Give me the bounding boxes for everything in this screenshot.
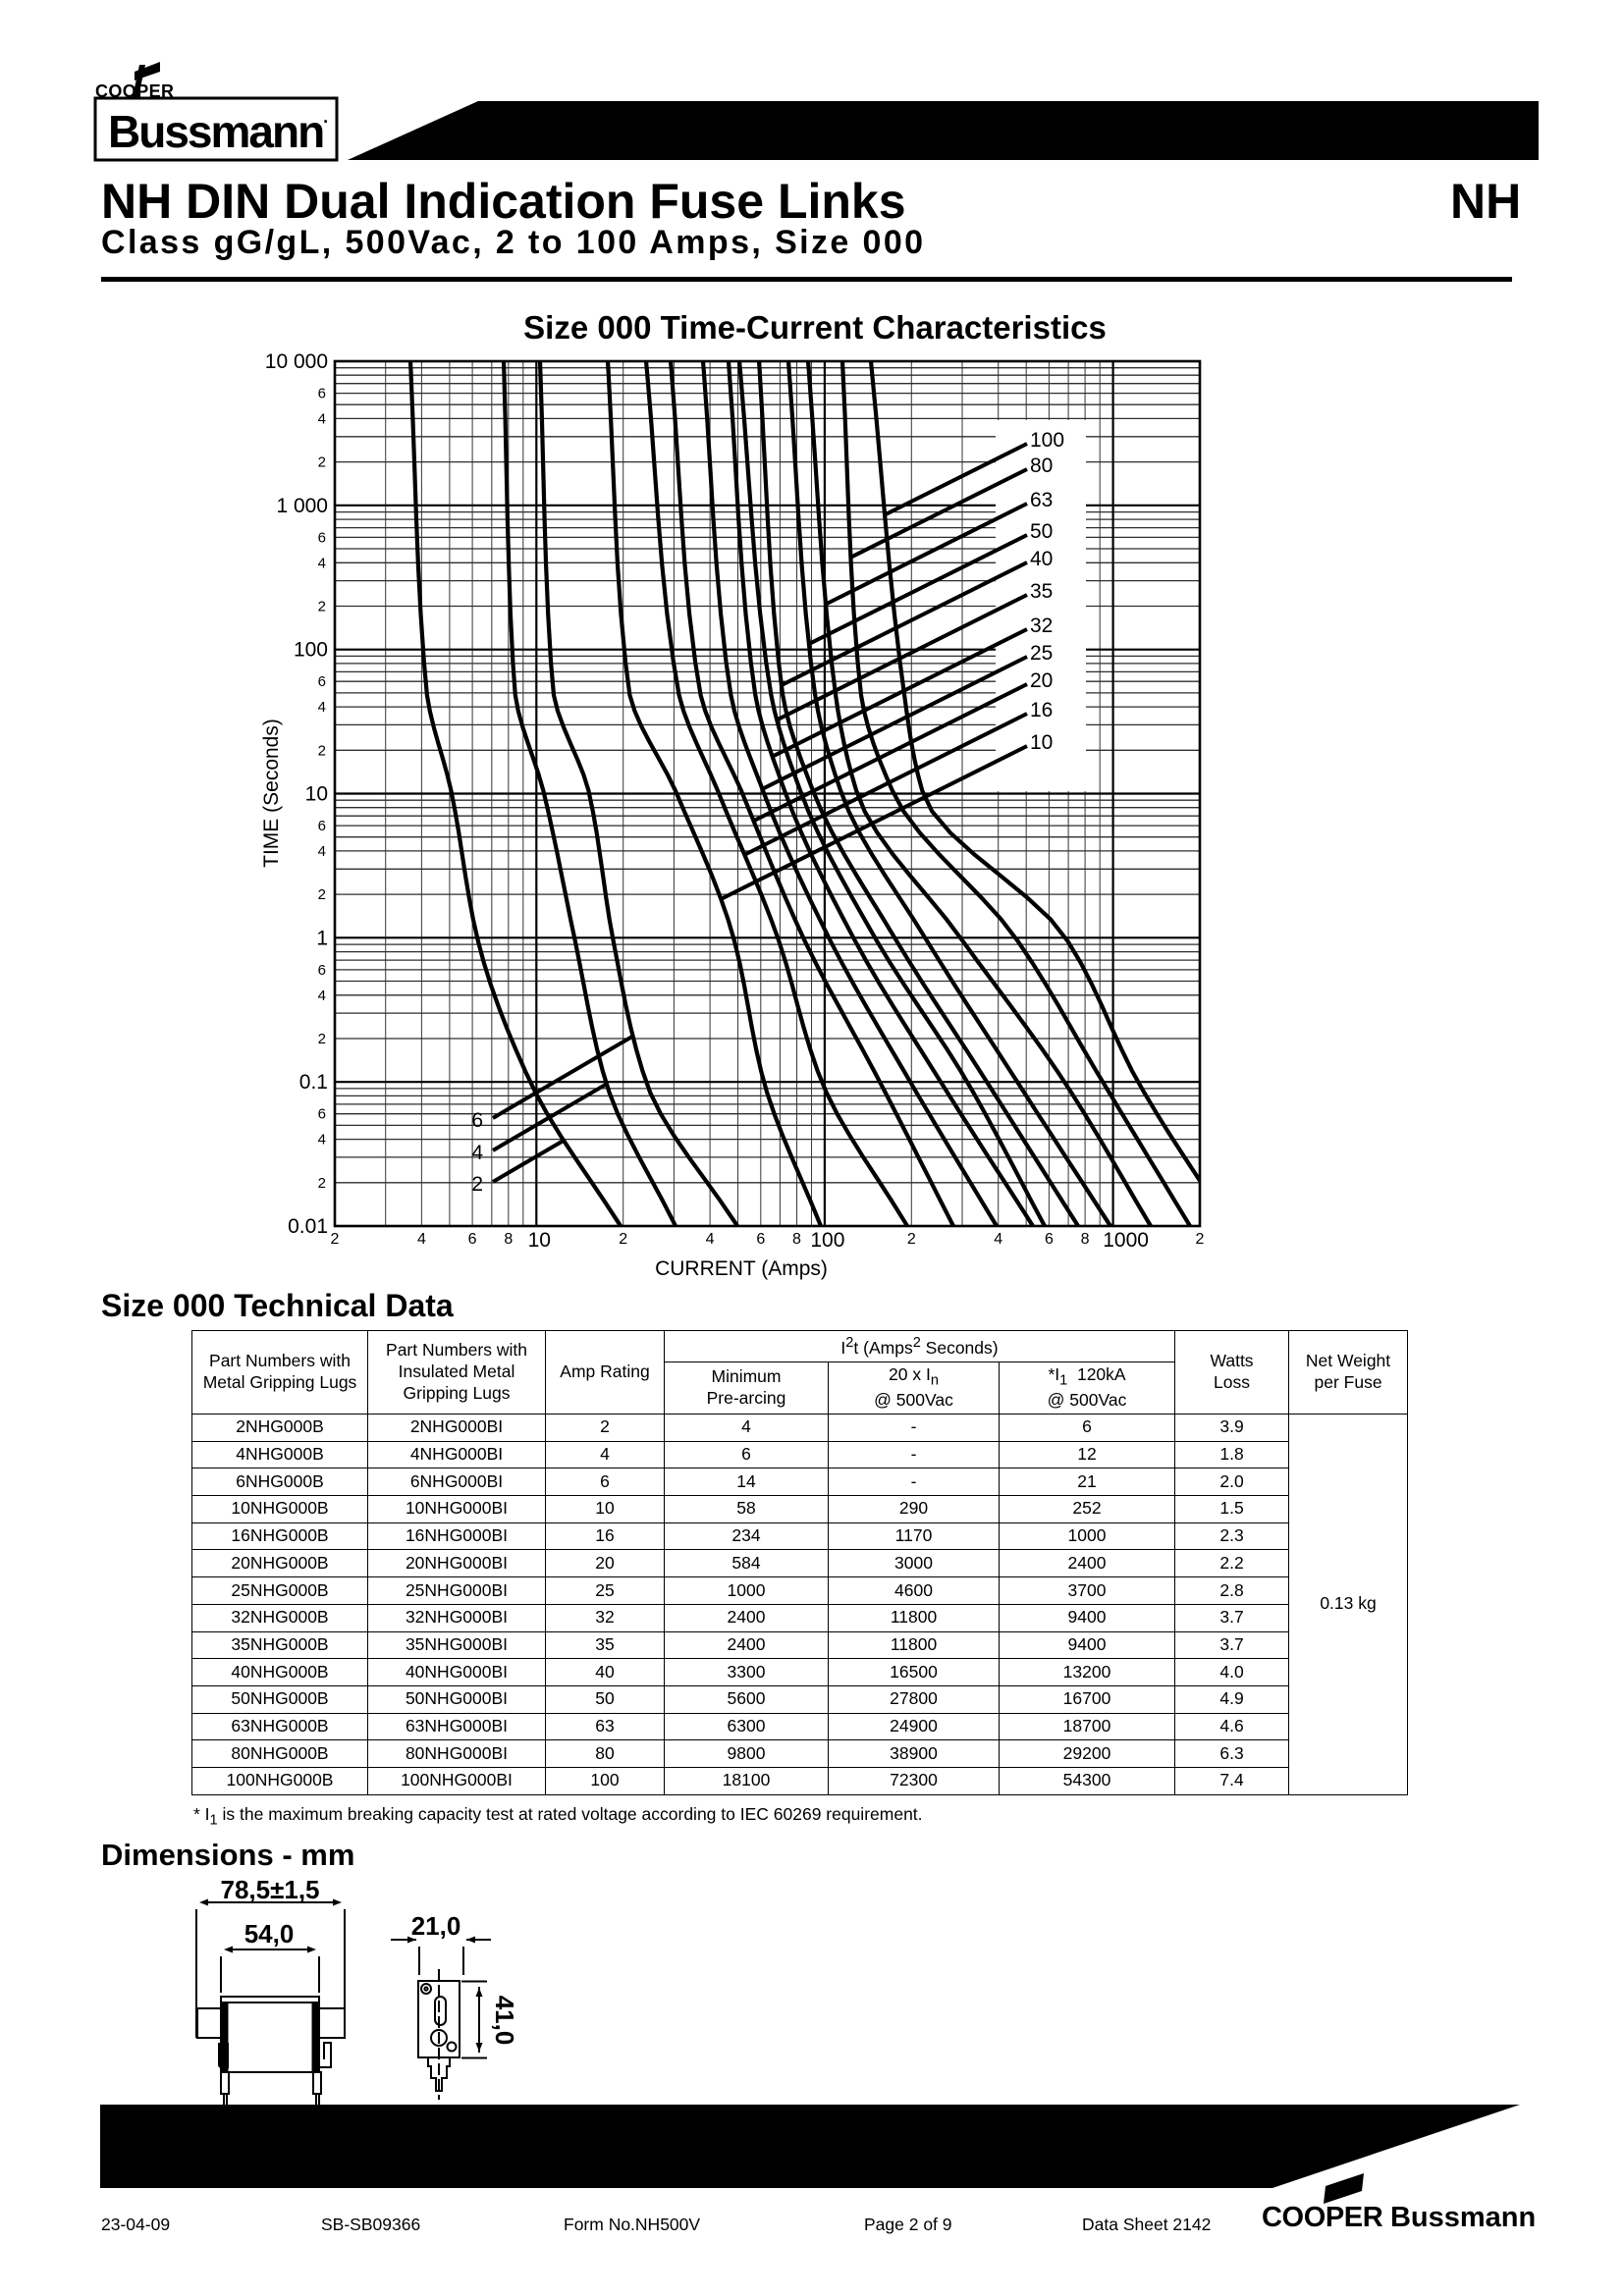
svg-text:0.01: 0.01 xyxy=(288,1215,328,1238)
svg-text:TIME (Seconds): TIME (Seconds) xyxy=(260,719,283,868)
svg-text:4: 4 xyxy=(318,410,326,427)
svg-text:4: 4 xyxy=(706,1231,715,1248)
svg-text:4: 4 xyxy=(318,555,326,571)
svg-text:6: 6 xyxy=(756,1231,765,1248)
svg-text:6: 6 xyxy=(1045,1231,1054,1248)
svg-text:78,5±1,5: 78,5±1,5 xyxy=(220,1875,319,1904)
svg-text:1 000: 1 000 xyxy=(276,495,328,517)
svg-text:100: 100 xyxy=(1030,429,1064,452)
svg-text:4: 4 xyxy=(318,988,326,1004)
svg-text:2: 2 xyxy=(318,1031,326,1047)
svg-text:20: 20 xyxy=(1030,669,1053,692)
svg-text:1: 1 xyxy=(316,927,328,949)
svg-text:8: 8 xyxy=(1081,1231,1090,1248)
svg-text:6: 6 xyxy=(318,673,326,690)
svg-text:100: 100 xyxy=(294,639,328,662)
svg-text:6: 6 xyxy=(318,386,326,402)
svg-text:8: 8 xyxy=(504,1231,513,1248)
svg-text:35: 35 xyxy=(1030,580,1053,603)
svg-text:25: 25 xyxy=(1030,642,1053,665)
svg-text:4: 4 xyxy=(318,843,326,860)
svg-text:8: 8 xyxy=(792,1231,801,1248)
svg-text:0.1: 0.1 xyxy=(299,1071,328,1094)
svg-text:2: 2 xyxy=(318,454,326,471)
svg-text:16: 16 xyxy=(1030,699,1053,721)
svg-text:4: 4 xyxy=(471,1142,483,1164)
svg-text:10: 10 xyxy=(1030,731,1053,754)
svg-text:6: 6 xyxy=(318,1106,326,1123)
svg-text:10 000: 10 000 xyxy=(265,350,328,373)
svg-text:4: 4 xyxy=(417,1231,426,1248)
svg-text:6: 6 xyxy=(468,1231,477,1248)
svg-text:6: 6 xyxy=(318,962,326,979)
svg-text:100: 100 xyxy=(810,1229,844,1252)
svg-text:2: 2 xyxy=(318,742,326,759)
svg-text:CURRENT (Amps): CURRENT (Amps) xyxy=(655,1257,828,1280)
svg-text:2: 2 xyxy=(1196,1231,1205,1248)
svg-text:10: 10 xyxy=(305,783,328,806)
svg-text:2: 2 xyxy=(318,1175,326,1192)
svg-text:2: 2 xyxy=(907,1231,916,1248)
svg-text:6: 6 xyxy=(318,529,326,546)
svg-text:4: 4 xyxy=(318,699,326,716)
svg-text:40: 40 xyxy=(1030,548,1053,570)
svg-text:63: 63 xyxy=(1030,489,1053,511)
svg-text:32: 32 xyxy=(1030,614,1053,637)
svg-text:2: 2 xyxy=(318,886,326,903)
svg-text:6: 6 xyxy=(318,818,326,834)
svg-text:Size 000 Time-Current Characte: Size 000 Time-Current Characteristics xyxy=(523,309,1107,346)
svg-text:54,0: 54,0 xyxy=(244,1919,295,1949)
svg-text:2: 2 xyxy=(318,599,326,615)
svg-text:4: 4 xyxy=(994,1231,1002,1248)
svg-text:50: 50 xyxy=(1030,520,1053,543)
svg-text:2: 2 xyxy=(471,1173,483,1196)
svg-text:41,0: 41,0 xyxy=(490,1996,519,2046)
svg-text:4: 4 xyxy=(318,1132,326,1148)
svg-text:1000: 1000 xyxy=(1103,1229,1149,1252)
svg-text:2: 2 xyxy=(619,1231,627,1248)
svg-text:10: 10 xyxy=(528,1229,551,1252)
svg-text:2: 2 xyxy=(331,1231,340,1248)
svg-text:21,0: 21,0 xyxy=(411,1911,461,1941)
svg-text:80: 80 xyxy=(1030,454,1053,477)
svg-text:6: 6 xyxy=(471,1109,483,1132)
